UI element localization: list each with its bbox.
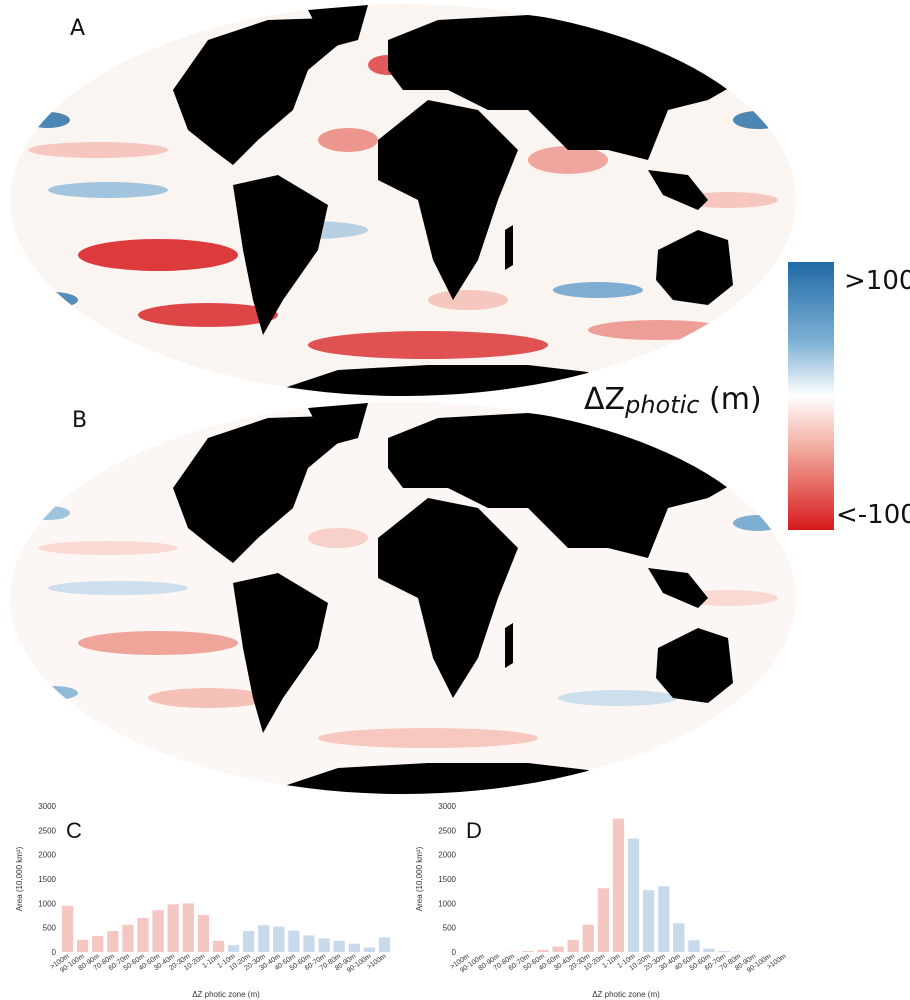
bar [348,943,360,952]
histogram-d: 0 500 1000 1500 2000 2500 3000 Area (10,000 km²… [415,802,788,999]
bar [152,910,164,952]
y-tick-label: 500 [443,924,457,933]
bar [167,904,179,952]
bar [76,939,89,952]
panel-label-a: A [70,16,86,41]
bar [363,947,376,952]
colorbar-title-unit: (m) [709,382,762,417]
map-b [10,402,796,794]
bar [552,946,564,952]
bar [61,905,74,952]
y-tick-label: 1500 [438,875,456,884]
bar [242,931,255,952]
y-tick-label: 2000 [438,851,456,860]
bar [92,935,104,952]
continents [173,5,743,396]
y-tick-label: 3000 [438,802,456,811]
y-tick-label: 1000 [38,899,56,908]
bar [137,917,149,952]
bar [522,951,534,952]
bar [288,930,300,952]
y-tick-label: 1000 [438,899,456,908]
y-axis-label: Area (10,000 km²) [415,846,424,911]
y-tick-label: 1500 [38,875,56,884]
y-tick-label: 3000 [38,802,56,811]
continents [173,403,743,794]
bar [703,948,715,952]
y-tick-label: 2000 [38,851,56,860]
bar [333,940,345,952]
colorbar-max-label: >100 [844,266,910,296]
panel-label-b: B [72,408,88,433]
bar [303,935,315,952]
y-tick-label: 500 [43,924,57,933]
colorbar-title: ΔZphotic (m) [584,382,762,419]
y-tick-label: 2500 [438,826,456,835]
bar [612,818,625,952]
bar [688,940,700,952]
y-tick-label: 0 [52,948,57,957]
colorbar-min-label: <-100 [836,500,910,530]
bar [673,923,685,952]
bar [182,903,194,952]
bar [122,924,134,952]
panel-label-c: C [66,818,82,843]
histogram-c: 0 500 1000 1500 2000 2500 3000 Area (10,000 km²… [15,802,391,999]
panel-label-d: D [466,818,482,843]
bar [227,945,240,952]
bar [212,940,225,952]
bar [197,915,210,952]
bar [642,890,655,952]
bar [107,931,119,952]
bar [658,886,670,952]
bar [582,924,594,952]
bar [567,939,579,952]
bar [597,888,610,952]
bar [318,938,330,952]
colorbar-title-sub: photic [625,391,700,419]
anomaly-patches [26,506,783,748]
y-tick-label: 2500 [38,826,56,835]
map-a [10,4,796,396]
colorbar [788,262,834,530]
x-axis-label: ΔZ photic zone (m) [192,990,260,999]
y-tick-label: 0 [452,948,457,957]
bar [258,925,270,952]
bar [537,949,549,952]
y-axis-label: Area (10,000 km²) [15,846,24,911]
bar [273,926,285,952]
x-axis-label: ΔZ photic zone (m) [592,990,660,999]
bar [378,937,391,952]
bar [718,951,730,952]
colorbar-title-prefix: ΔZ [584,382,626,417]
bar [627,838,640,952]
